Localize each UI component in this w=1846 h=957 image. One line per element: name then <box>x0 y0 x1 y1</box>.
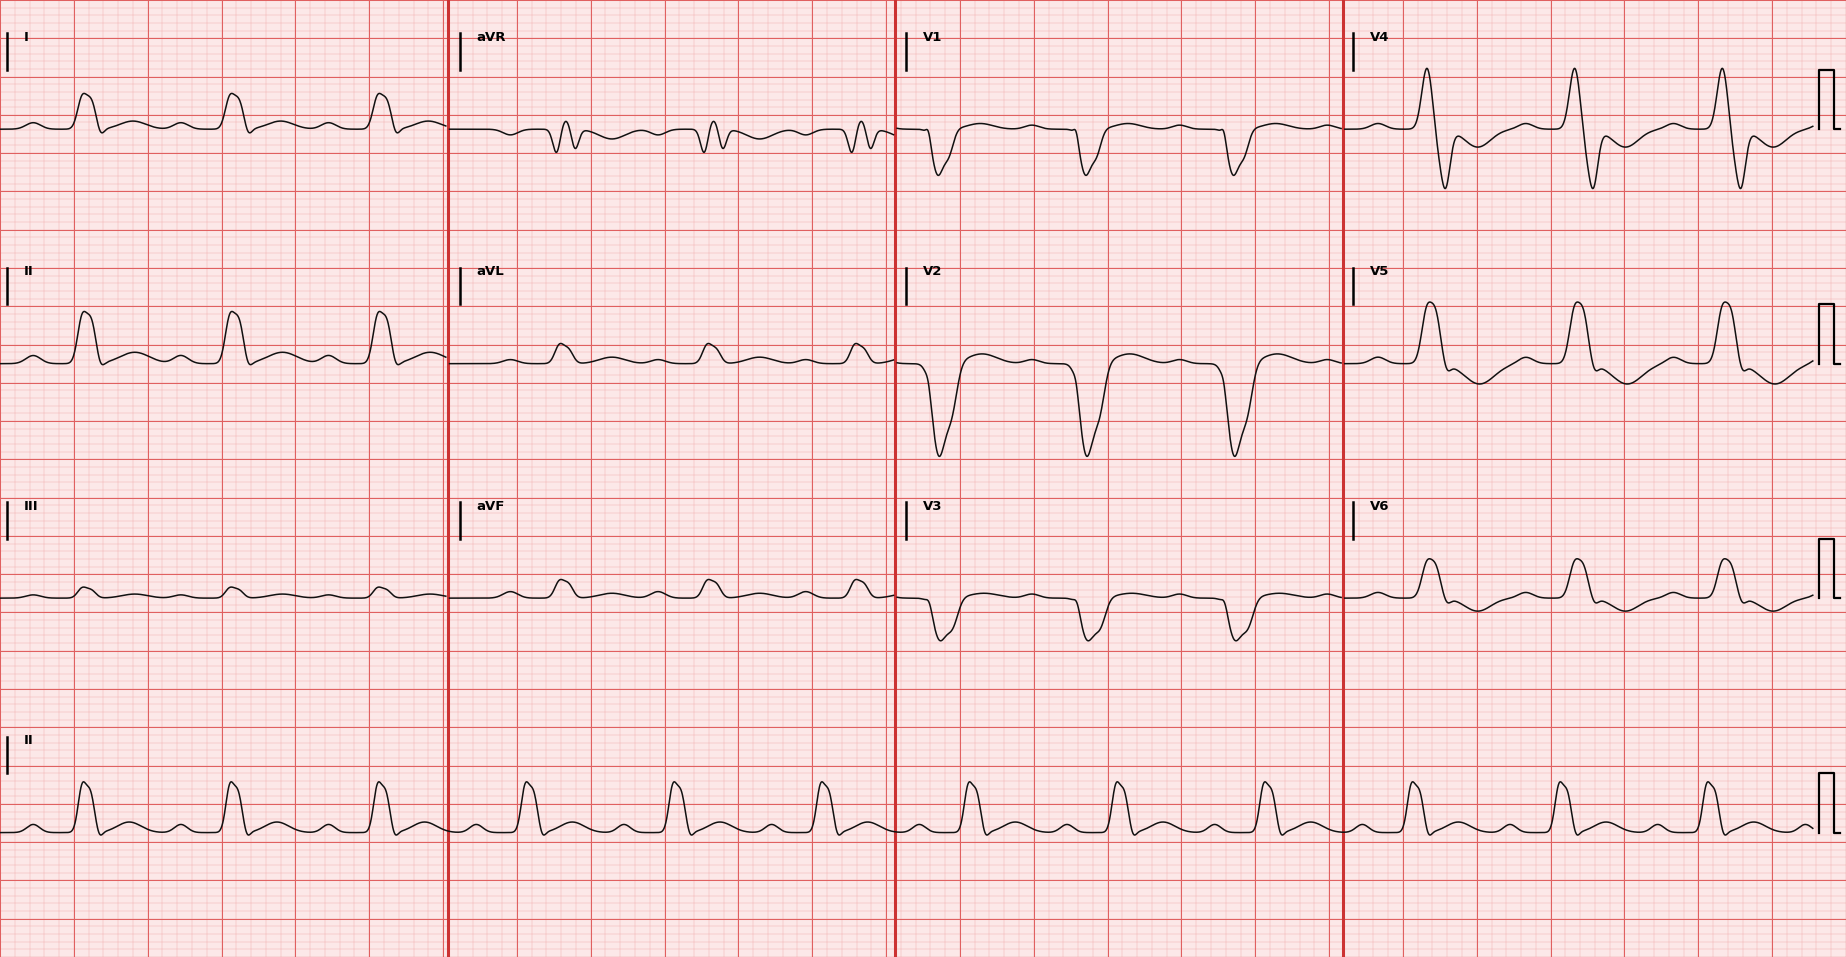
Text: III: III <box>24 500 39 513</box>
Text: II: II <box>24 265 33 278</box>
Text: V5: V5 <box>1370 265 1388 278</box>
Text: aVF: aVF <box>476 500 504 513</box>
Text: V1: V1 <box>923 31 941 44</box>
Text: V2: V2 <box>923 265 941 278</box>
Text: V4: V4 <box>1370 31 1390 44</box>
Text: aVR: aVR <box>476 31 506 44</box>
Text: aVL: aVL <box>476 265 504 278</box>
Text: V3: V3 <box>923 500 943 513</box>
Text: II: II <box>24 734 33 747</box>
Text: V6: V6 <box>1370 500 1390 513</box>
Text: I: I <box>24 31 30 44</box>
